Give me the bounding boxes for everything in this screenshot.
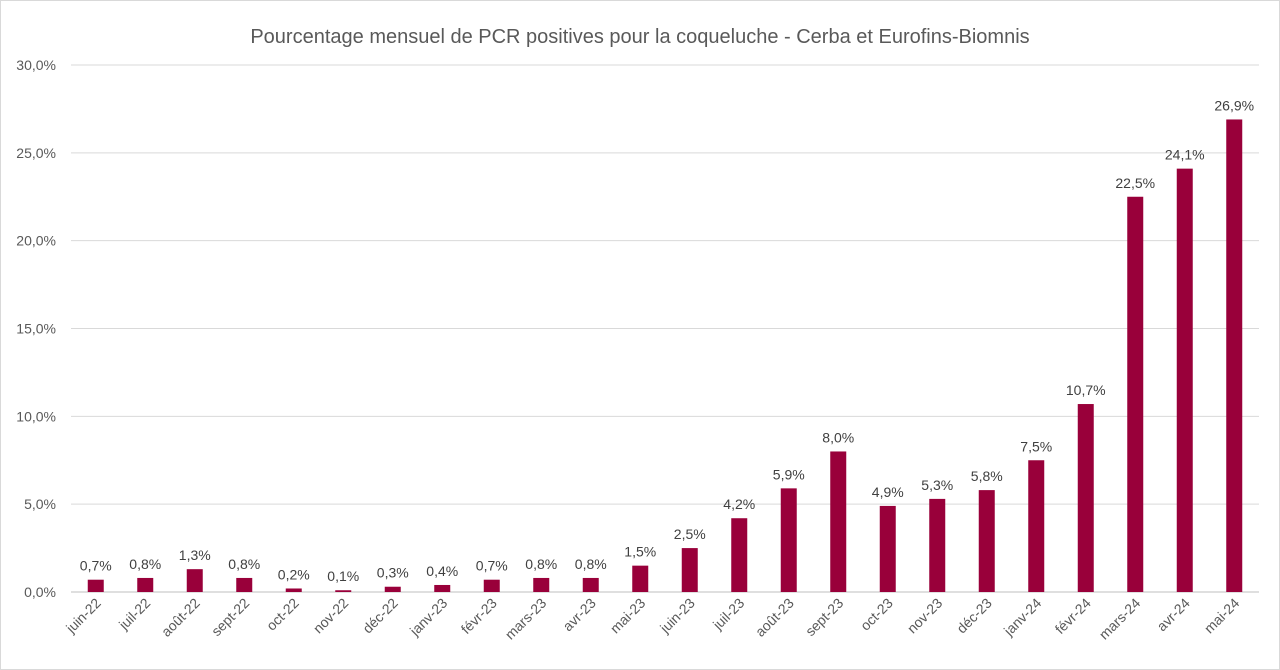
x-tick-label: mars-23 — [502, 595, 550, 643]
data-label: 0,7% — [476, 558, 508, 574]
data-label: 0,8% — [525, 556, 557, 572]
data-label: 1,3% — [179, 547, 211, 563]
bar — [731, 518, 748, 592]
y-tick-label: 5,0% — [24, 496, 56, 512]
data-label: 0,7% — [80, 558, 112, 574]
bar — [384, 586, 401, 592]
chart-title: Pourcentage mensuel de PCR positives pou… — [250, 26, 1030, 48]
data-label: 0,2% — [278, 566, 310, 582]
data-label: 5,8% — [971, 468, 1003, 484]
data-label: 2,5% — [674, 526, 706, 542]
bar — [780, 488, 797, 592]
bar — [978, 490, 995, 592]
y-tick-label: 30,0% — [16, 57, 56, 73]
x-tick-label: juil-22 — [115, 595, 154, 634]
x-tick-label: avr-23 — [559, 595, 599, 635]
bar — [236, 577, 253, 592]
data-label: 5,9% — [773, 466, 805, 482]
y-tick-label: 25,0% — [16, 145, 56, 161]
data-label: 22,5% — [1115, 175, 1155, 191]
data-label: 0,8% — [575, 556, 607, 572]
x-tick-label: oct-22 — [263, 595, 302, 634]
x-tick-label: déc-22 — [359, 595, 401, 637]
x-tick-label: sept-23 — [802, 595, 846, 639]
y-tick-label: 10,0% — [16, 408, 56, 424]
bar — [533, 577, 550, 592]
x-tick-label: juin-23 — [656, 595, 698, 637]
bar — [483, 579, 500, 592]
bar — [1127, 196, 1144, 592]
x-tick-label: févr-23 — [458, 595, 500, 637]
x-tick-label: mars-24 — [1096, 595, 1144, 643]
data-label: 7,5% — [1020, 438, 1052, 454]
bar — [582, 577, 599, 592]
bar — [285, 588, 302, 592]
bar — [632, 565, 649, 592]
x-tick-label: sept-22 — [208, 595, 252, 639]
bar — [681, 548, 698, 592]
x-tick-label: août-22 — [158, 595, 203, 640]
x-tick-label: janv-24 — [1000, 595, 1045, 640]
y-tick-label: 15,0% — [16, 321, 56, 337]
data-label: 0,3% — [377, 565, 409, 581]
data-label: 0,1% — [327, 568, 359, 584]
bar — [434, 584, 451, 592]
bar — [830, 451, 847, 592]
data-label: 0,8% — [129, 556, 161, 572]
bar — [1077, 404, 1094, 592]
x-tick-label: févr-24 — [1052, 595, 1094, 637]
data-label: 0,8% — [228, 556, 260, 572]
bar — [137, 577, 154, 592]
data-label: 10,7% — [1066, 382, 1106, 398]
x-tick-label: juil-23 — [709, 595, 748, 634]
data-label: 1,5% — [624, 544, 656, 560]
x-tick-label: juin-22 — [62, 595, 104, 637]
x-tick-label: mai-23 — [607, 595, 649, 637]
bar — [87, 579, 104, 592]
y-tick-label: 20,0% — [16, 233, 56, 249]
x-tick-label: nov-22 — [310, 595, 352, 637]
data-label: 8,0% — [822, 429, 854, 445]
bar — [929, 498, 946, 592]
data-label: 0,4% — [426, 563, 458, 579]
bar — [186, 569, 203, 592]
data-label: 4,9% — [872, 484, 904, 500]
bar — [335, 590, 352, 592]
x-tick-label: août-23 — [752, 595, 797, 640]
bar — [1226, 119, 1243, 592]
data-label: 4,2% — [723, 496, 755, 512]
bar — [1176, 168, 1193, 593]
bar — [879, 505, 896, 592]
y-tick-label: 0,0% — [24, 584, 56, 600]
bar — [1028, 460, 1045, 592]
x-tick-label: mai-24 — [1201, 595, 1243, 637]
x-tick-label: déc-23 — [953, 595, 995, 637]
x-tick-label: avr-24 — [1153, 595, 1193, 635]
data-label: 5,3% — [921, 477, 953, 493]
x-tick-label: oct-23 — [857, 595, 896, 634]
x-tick-label: janv-23 — [406, 595, 451, 640]
data-label: 26,9% — [1214, 97, 1254, 113]
x-tick-label: nov-23 — [904, 595, 946, 637]
data-label: 24,1% — [1165, 147, 1205, 163]
